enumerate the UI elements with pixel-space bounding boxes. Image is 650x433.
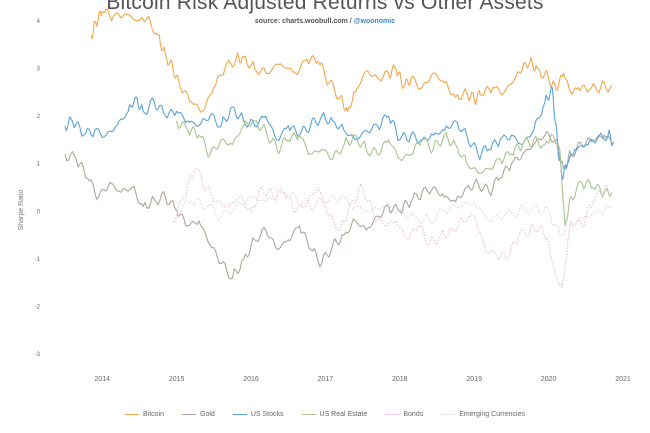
y-tick-label: 4 bbox=[37, 19, 41, 25]
series-line-us-real-estate[interactable] bbox=[176, 120, 613, 227]
x-tick-label: 2017 bbox=[318, 376, 334, 383]
x-tick-label: 2019 bbox=[466, 376, 482, 383]
chart-title: Bitcoin Risk Adjusted Returns vs Other A… bbox=[106, 0, 544, 14]
y-tick-label: 0 bbox=[37, 209, 41, 215]
series-line-gold[interactable] bbox=[64, 130, 612, 280]
legend-swatch bbox=[301, 414, 316, 415]
legend-label: US Real Estate bbox=[319, 411, 368, 418]
legend-swatch bbox=[385, 414, 400, 415]
legend-item-gold[interactable]: Gold bbox=[182, 411, 215, 418]
legend-swatch bbox=[441, 414, 456, 415]
y-tick-label: 1 bbox=[37, 162, 41, 168]
series-line-bonds[interactable] bbox=[172, 168, 613, 288]
y-axis-label: Sharpe Ratio bbox=[18, 189, 25, 230]
series-layer bbox=[64, 8, 615, 288]
legend-swatch bbox=[125, 414, 140, 415]
x-axis-ticks: 2014 2015 2016 2017 2018 2019 2020 2021 bbox=[94, 376, 630, 383]
legend-label: Bonds bbox=[403, 411, 424, 418]
chart-legend: Bitcoin Gold US Stocks US Real Estate Bonds E… bbox=[0, 411, 650, 418]
series-line-bitcoin[interactable] bbox=[90, 8, 613, 113]
twitter-handle-link[interactable]: @woonomic bbox=[353, 18, 396, 25]
legend-label: Gold bbox=[200, 411, 215, 418]
legend-swatch bbox=[182, 414, 197, 415]
source-text: source: charts.woobull.com / bbox=[254, 18, 352, 25]
series-line-us-stocks[interactable] bbox=[64, 86, 615, 180]
series-line-emerging-currencies[interactable] bbox=[176, 191, 613, 237]
legend-label: Bitcoin bbox=[143, 411, 165, 418]
x-tick-label: 2016 bbox=[243, 376, 259, 383]
chart-source: source: charts.woobull.com / @woonomic bbox=[0, 18, 650, 25]
legend-label: US Stocks bbox=[250, 411, 284, 418]
legend-label: Emerging Currencies bbox=[459, 411, 525, 418]
legend-item-bitcoin[interactable]: Bitcoin bbox=[125, 411, 164, 418]
x-tick-label: 2015 bbox=[169, 376, 185, 383]
x-tick-label: 2021 bbox=[615, 376, 631, 383]
legend-item-us-real-estate[interactable]: US Real Estate bbox=[301, 411, 368, 418]
x-tick-label: 2014 bbox=[94, 376, 110, 383]
y-axis-ticks: 4 3 2 1 0 -1 -2 -3 bbox=[35, 19, 41, 358]
x-tick-label: 2018 bbox=[392, 376, 408, 383]
legend-item-emerging-currencies[interactable]: Emerging Currencies bbox=[441, 411, 525, 418]
y-tick-label: -1 bbox=[35, 257, 41, 263]
y-tick-label: 2 bbox=[37, 114, 41, 120]
legend-swatch bbox=[232, 414, 247, 415]
y-tick-label: -3 bbox=[35, 352, 41, 358]
legend-item-us-stocks[interactable]: US Stocks bbox=[232, 411, 284, 418]
y-tick-label: 3 bbox=[37, 67, 41, 73]
legend-item-bonds[interactable]: Bonds bbox=[385, 411, 423, 418]
y-tick-label: -2 bbox=[35, 304, 41, 310]
x-tick-label: 2020 bbox=[541, 376, 557, 383]
